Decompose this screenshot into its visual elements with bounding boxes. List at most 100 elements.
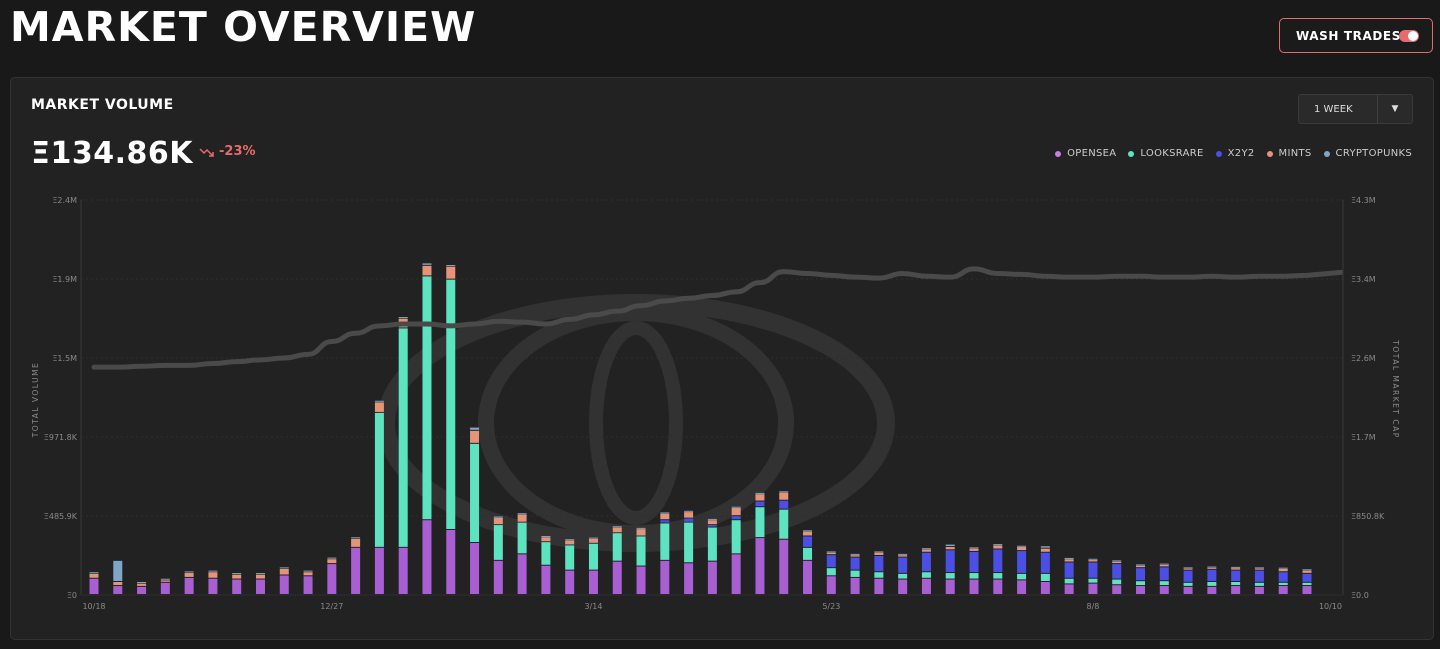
- bar-segment-opensea: [446, 529, 456, 594]
- bar-segment-opensea: [1017, 580, 1027, 594]
- bar-segment-mints: [898, 555, 908, 557]
- bar-segment-opensea: [303, 576, 313, 594]
- legend-dot-x2y2: [1215, 150, 1222, 157]
- volume-change: -23%: [199, 144, 256, 159]
- bar-segment-x2y2: [898, 557, 908, 573]
- bar-segment-cryptopunks: [279, 567, 289, 569]
- bar-segment-mints: [993, 545, 1003, 549]
- bar-segment-opensea: [969, 579, 979, 594]
- bar-segment-opensea: [1254, 586, 1264, 594]
- bar-segment-cryptopunks: [1017, 545, 1027, 547]
- bar-segment-x2y2: [945, 550, 955, 573]
- bar-segment-mints: [755, 494, 765, 501]
- bar-segment-mints: [374, 402, 384, 412]
- bar-segment-cryptopunks: [969, 547, 979, 549]
- bar-segment-mints: [969, 548, 979, 551]
- bar-segment-looksrare: [517, 522, 527, 554]
- bar-segment-looksrare: [1017, 573, 1027, 580]
- bar-segment-looksrare: [1183, 582, 1193, 586]
- bar-segment-opensea: [898, 579, 908, 594]
- bar-segment-cryptopunks: [1112, 560, 1122, 562]
- bar-segment-mints: [1088, 560, 1098, 562]
- right-tick-label: Ξ1.7M: [1351, 433, 1376, 442]
- bar-segment-looksrare: [755, 507, 765, 538]
- bar-segment-opensea: [351, 547, 361, 594]
- bar-segment-x2y2: [1112, 564, 1122, 579]
- bar-segment-opensea: [874, 578, 884, 594]
- bar-segment-opensea: [493, 560, 503, 594]
- bar-segment-cryptopunks: [446, 265, 456, 267]
- bar-segment-cryptopunks: [731, 506, 741, 508]
- legend-label: OPENSEA: [1067, 148, 1117, 159]
- legend-label: LOOKSRARE: [1140, 148, 1204, 159]
- bar-segment-looksrare: [470, 443, 480, 542]
- bar-segment-cryptopunks: [422, 263, 432, 265]
- bar-segment-looksrare: [921, 572, 931, 578]
- bar-segment-mints: [1302, 570, 1312, 573]
- bar-segment-looksrare: [1231, 581, 1241, 586]
- market-cap-series-line: [91, 266, 1344, 370]
- bar-segment-opensea: [612, 561, 622, 594]
- bar-segment-cryptopunks: [1183, 567, 1193, 569]
- bar-segment-mints: [1278, 568, 1288, 572]
- bar-segment-looksrare: [1112, 579, 1122, 585]
- bar-segment-mints: [707, 520, 717, 525]
- bar-segment-opensea: [255, 579, 265, 594]
- bar-segment-opensea: [1302, 586, 1312, 594]
- x-tick-label: 3/14: [584, 602, 602, 611]
- legend-item-x2y2[interactable]: X2Y2: [1215, 148, 1255, 159]
- trend-down-icon: [199, 147, 214, 157]
- bar-segment-cryptopunks: [1207, 566, 1217, 568]
- bar-segment-opensea: [398, 547, 408, 594]
- legend-item-looksrare[interactable]: LOOKSRARE: [1128, 148, 1203, 159]
- right-tick-label: Ξ4.3M: [1351, 196, 1376, 205]
- bar-segment-cryptopunks: [113, 560, 123, 581]
- bar-segment-opensea: [160, 582, 170, 594]
- wash-trades-toggle-button[interactable]: WASH TRADES: [1279, 18, 1433, 53]
- bar-segment-mints: [113, 581, 123, 586]
- bar-segment-cryptopunks: [636, 527, 646, 529]
- left-tick-label: Ξ2.4M: [52, 196, 77, 205]
- bar-segment-cryptopunks: [1278, 567, 1288, 569]
- bar-segment-x2y2: [803, 536, 813, 547]
- chart-legend: OPENSEA LOOKSRARE X2Y2 MINTS CRYPTOPUNKS: [1055, 148, 1412, 159]
- legend-item-mints[interactable]: MINTS: [1266, 148, 1312, 159]
- bar-segment-opensea: [137, 586, 147, 594]
- caret-down-icon[interactable]: ▼: [1391, 104, 1399, 114]
- time-range-select[interactable]: 1 WEEK ▼: [1298, 94, 1413, 124]
- bar-segment-looksrare: [612, 533, 622, 561]
- bar-segment-cryptopunks: [517, 513, 527, 515]
- bar-segment-cryptopunks: [208, 570, 218, 572]
- bar-segment-looksrare: [898, 573, 908, 579]
- bar-segment-opensea: [517, 554, 527, 594]
- left-tick-label: Ξ971.8K: [44, 433, 78, 442]
- legend-label: MINTS: [1278, 148, 1312, 159]
- bar-segment-opensea: [1064, 584, 1074, 594]
- wash-trades-switch[interactable]: [1399, 30, 1419, 42]
- bar-segment-looksrare: [1136, 581, 1146, 586]
- bar-segment-cryptopunks: [1254, 567, 1264, 569]
- bar-segment-looksrare: [707, 527, 717, 561]
- bar-segment-looksrare: [588, 543, 598, 570]
- bar-segment-looksrare: [1064, 578, 1074, 584]
- left-axis-title: TOTAL VOLUME: [31, 362, 40, 439]
- bar-segment-cryptopunks: [1064, 557, 1074, 559]
- bar-segment-x2y2: [850, 557, 860, 570]
- bar-segment-mints: [137, 583, 147, 586]
- legend-item-cryptopunks[interactable]: CRYPTOPUNKS: [1323, 148, 1412, 159]
- bar-segment-mints: [850, 555, 860, 557]
- bar-segment-looksrare: [446, 279, 456, 529]
- bar-segment-mints: [89, 573, 99, 578]
- bar-segment-x2y2: [1278, 572, 1288, 582]
- bar-segment-cryptopunks: [565, 539, 575, 541]
- legend-item-opensea[interactable]: OPENSEA: [1055, 148, 1116, 159]
- bar-segment-looksrare: [422, 276, 432, 520]
- bar-segment-looksrare: [1159, 581, 1169, 586]
- bar-segment-mints: [803, 531, 813, 536]
- select-divider: [1377, 95, 1378, 123]
- bar-segment-cryptopunks: [803, 530, 813, 532]
- bar-segment-mints: [874, 552, 884, 555]
- bar-segment-cryptopunks: [1302, 569, 1312, 571]
- bar-segment-opensea: [279, 575, 289, 594]
- bar-segment-x2y2: [1088, 562, 1098, 578]
